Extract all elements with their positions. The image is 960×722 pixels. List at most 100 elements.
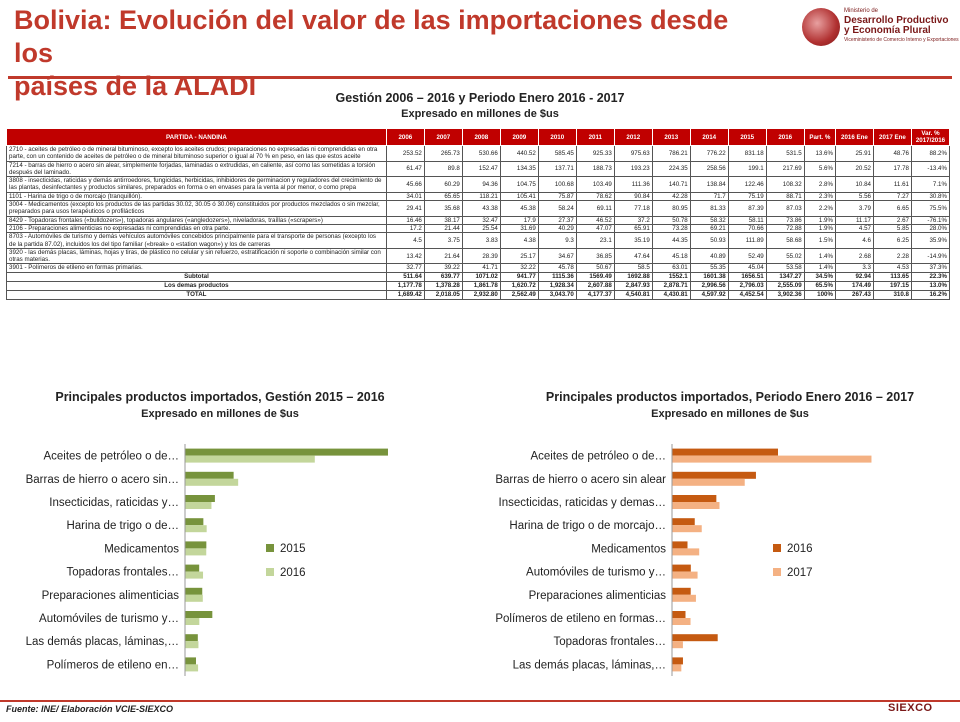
table-cell: 4,452.54 <box>727 289 767 300</box>
bar-2017 <box>672 571 698 579</box>
table-cell: 38.17 <box>423 215 463 225</box>
table-header-cell: 2011 <box>575 128 615 146</box>
chart2-title: Principales productos importados, Period… <box>545 390 915 404</box>
table-cell: 58.11 <box>727 215 767 225</box>
table-cell: 3,902.36 <box>765 289 805 300</box>
category-label: Las demás placas, láminas,… <box>26 636 179 648</box>
table-cell: 32.22 <box>499 263 539 273</box>
table-cell: 27.37 <box>537 215 577 225</box>
table-cell: 105.41 <box>499 191 539 202</box>
table-cell: 2,562.49 <box>499 289 539 300</box>
table-cell: 1115.36 <box>537 271 577 282</box>
table-cell: 87.39 <box>727 200 767 217</box>
bar-2017 <box>672 548 700 556</box>
table-cell: 46.52 <box>575 215 615 225</box>
table-cell: 47.07 <box>575 223 615 234</box>
table-cell: 265.73 <box>423 145 463 162</box>
table-cell: 174.49 <box>834 280 874 291</box>
table-cell: 103.49 <box>575 176 615 193</box>
bar-2016 <box>185 641 199 649</box>
table-row: 3901 - Polímeros de etileno en formas pr… <box>6 263 951 273</box>
table-header-cell: 2009 <box>499 128 539 146</box>
logo-line-1: Ministerio de <box>844 8 879 14</box>
table-cell: 92.94 <box>834 271 874 282</box>
table-cell: 45.04 <box>727 263 767 273</box>
table-cell: 37.2 <box>613 215 653 225</box>
category-label: Insecticidas, raticidas y… <box>49 497 179 509</box>
table-cell: 58.32 <box>689 215 729 225</box>
product-description: 2106 - Preparaciones alimenticias no exp… <box>6 223 387 234</box>
table-cell: 267.43 <box>834 289 874 300</box>
table-cell: 55.02 <box>765 247 805 265</box>
table-cell: 94.36 <box>461 176 501 193</box>
table-cell: 16.2% <box>910 289 951 300</box>
table-cell: 4.57 <box>834 223 874 234</box>
table-cell: 2.68 <box>834 247 874 265</box>
table-cell: 36.85 <box>575 247 615 265</box>
table-cell: 41.71 <box>461 263 501 273</box>
table-cell: 100.68 <box>537 176 577 193</box>
table-cell: 3.3 <box>834 263 874 273</box>
category-label: Automóviles de turismo y… <box>526 567 666 579</box>
imports-table: PARTIDA - NANDINA 2006 2007 2008 2009 2010 201… <box>6 128 951 300</box>
table-cell: 2.2% <box>803 200 836 217</box>
table-cell: 2,607.88 <box>575 280 615 291</box>
table-header-row: PARTIDA - NANDINA 2006 2007 2008 2009 2010 201… <box>6 128 951 146</box>
table-cell: 48.76 <box>872 145 912 162</box>
category-label: Polímeros de etileno en formas… <box>495 613 666 625</box>
table-cell: 13.6% <box>803 145 836 162</box>
siexco-logo: SIEXCO <box>888 702 933 714</box>
category-label: Harina de trigo o de morcajo… <box>509 520 666 532</box>
product-description: 7214 - barras de hierro o acero sin alea… <box>6 160 387 178</box>
table-cell: 138.84 <box>689 176 729 193</box>
title-line-1: Bolivia: Evolución del valor de las impo… <box>14 5 729 68</box>
table-header-cell: Var. % 2017/2016 <box>910 128 951 146</box>
category-label: Automóviles de turismo y… <box>39 613 179 625</box>
table-total-row: TOTAL 1,689.42 2,018.05 2,932.80 2,562.49 3,0… <box>6 289 951 300</box>
total-label: TOTAL <box>6 289 387 300</box>
table-cell: 81.33 <box>689 200 729 217</box>
title-divider <box>8 76 952 79</box>
table-cell: 440.52 <box>499 145 539 162</box>
bar-2016 <box>185 548 207 556</box>
table-cell: 831.18 <box>727 145 767 162</box>
legend-label: 2016 <box>280 567 306 579</box>
table-cell: 3.83 <box>461 232 501 249</box>
table-header-cell: 2010 <box>537 128 577 146</box>
table-cell: 1.4% <box>803 263 836 273</box>
category-label: Harina de trigo o de… <box>66 520 179 532</box>
logo-line-3: y Economía Plural <box>844 25 931 36</box>
bar-2016 <box>185 594 203 602</box>
table-cell: -76.1% <box>910 215 951 225</box>
table-cell: 4.53 <box>872 263 912 273</box>
table-cell: 4,597.92 <box>689 289 729 300</box>
category-label: Preparaciones alimenticias <box>42 590 180 602</box>
bar-2016 <box>672 564 691 572</box>
table-cell: 32.77 <box>385 263 425 273</box>
table-cell: 53.58 <box>765 263 805 273</box>
table-cell: 108.32 <box>765 176 805 193</box>
ministry-seal-icon <box>802 8 840 46</box>
total-label: Subtotal <box>6 271 387 282</box>
bar-2016 <box>672 611 686 618</box>
table-cell: 88.2% <box>910 145 951 162</box>
table-header-cell: 2006 <box>385 128 425 146</box>
table-cell: 50.67 <box>575 263 615 273</box>
table-cell: 2,847.93 <box>613 280 653 291</box>
product-description: 3920 - las demás placas, láminas, hojas … <box>6 247 387 265</box>
table-cell: 63.01 <box>651 263 691 273</box>
bar-2017 <box>672 502 720 509</box>
chart1-subtitle: Expresado en millones de $us <box>141 408 299 420</box>
table-cell: 197.15 <box>872 280 912 291</box>
bar-2017 <box>672 525 702 533</box>
table-cell: 22.3% <box>910 271 951 282</box>
table-cell: 88.71 <box>765 191 805 202</box>
table-cell: 42.28 <box>651 191 691 202</box>
table-cell: 52.49 <box>727 247 767 265</box>
table-cell: 45.38 <box>499 200 539 217</box>
table-cell: 30.8% <box>910 191 951 202</box>
table-cell: 2.8% <box>803 176 836 193</box>
table-cell: 925.33 <box>575 145 615 162</box>
table-header-cell: PARTIDA - NANDINA <box>6 128 387 146</box>
page-title: Bolivia: Evolución del valor de las impo… <box>14 4 774 103</box>
